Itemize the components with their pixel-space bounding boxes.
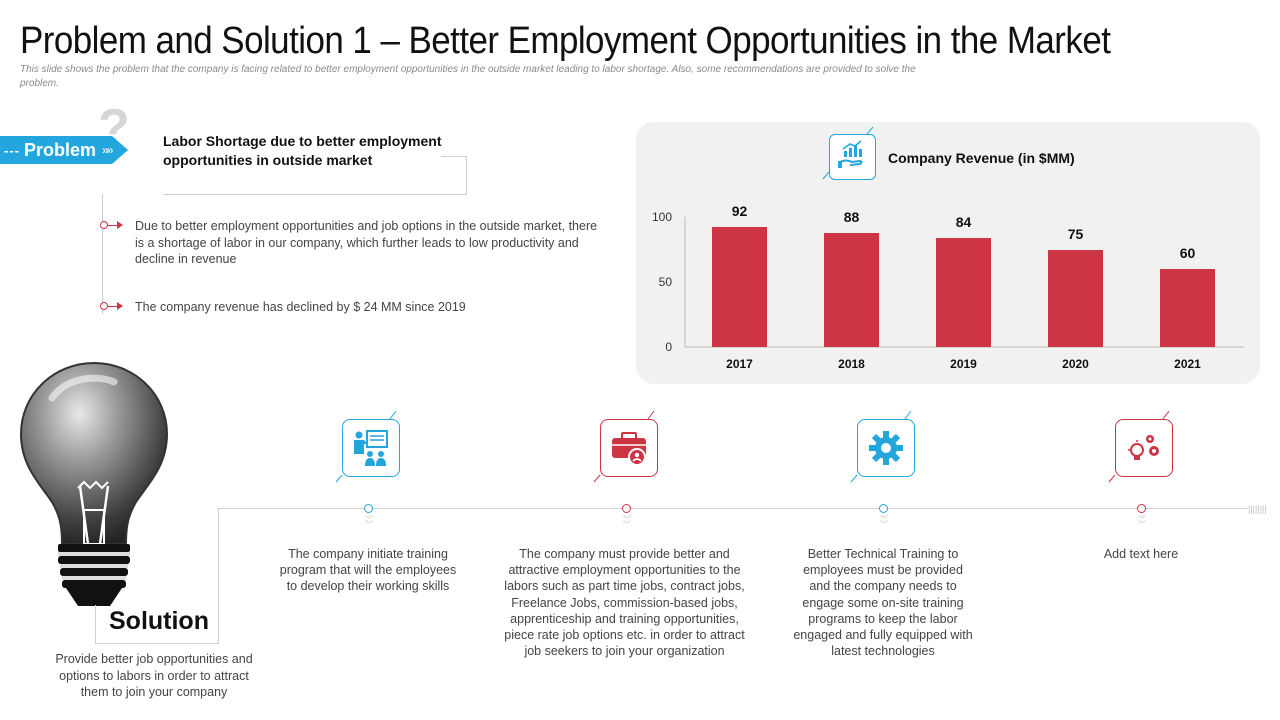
problem-tab: --- Problem »» [0,136,128,164]
y-tick-label: 100 [651,210,672,224]
solution-title: Solution [109,607,209,635]
timeline-dot [364,504,373,513]
timeline-dot [1137,504,1146,513]
accent-line [850,474,858,483]
gear-icon [857,419,915,477]
step-1-text: The company initiate training program th… [279,547,457,594]
briefcase-person-icon [600,419,658,477]
bar-value-label: 92 [731,203,748,220]
accent-line [904,410,912,420]
step-2-text: The company must provide better and attr… [504,547,745,659]
bar-value-label: 88 [843,208,860,225]
timeline-end-marks: |||||||| [1248,504,1267,514]
chevron-down-icon: ︾ ︾ [365,515,373,529]
bulb-gears-icon [1115,419,1173,477]
chevron-down-icon: ︾ ︾ [880,515,888,529]
accent-line [647,410,655,420]
accent-line [1162,410,1170,420]
problem-heading: Labor Shortage due to better employment … [163,133,442,168]
timeline-dot [879,504,888,513]
chart-title: Company Revenue (in $MM) [888,150,1075,166]
accent-line [389,410,397,420]
problem-bullet-1: Due to better employment opportunities a… [135,219,598,266]
divider [466,156,467,195]
bar-value-label: 75 [1067,225,1084,242]
bar-2017 [712,227,767,347]
page-title: Problem and Solution 1 – Better Employme… [20,20,1111,62]
timeline-line [218,508,1248,509]
chevron-down-icon: ︾ ︾ [1138,515,1146,529]
bullet-arrow-icon [100,300,128,312]
training-presentation-icon [342,419,400,477]
x-tick-label: 2020 [1062,357,1089,371]
x-tick-label: 2018 [838,357,865,371]
y-tick-label: 0 [665,340,672,354]
chevron-right-icon: »» [102,143,113,157]
revenue-growth-icon [829,134,876,180]
bar-2019 [936,237,991,347]
page-subtitle: This slide shows the problem that the co… [20,64,916,89]
chevron-down-icon: ︾ ︾ [623,515,631,529]
accent-line [1108,474,1116,483]
divider [441,156,467,157]
x-tick-label: 2017 [726,357,753,371]
y-tick-label: 50 [658,275,672,289]
step-4-text: Add text here [1103,547,1179,561]
x-tick-label: 2019 [950,357,977,371]
problem-label: Problem [24,139,97,160]
timeline-dot [622,504,631,513]
bar-value-label: 84 [955,213,972,230]
bullet-arrow-icon [100,219,128,231]
x-tick-label: 2021 [1174,357,1201,371]
divider [95,643,219,644]
bar-value-label: 60 [1179,245,1196,261]
step-3-text: Better Technical Training to employees m… [793,547,973,659]
divider [102,194,103,314]
dash-decoration: --- [4,142,20,158]
light-bulb-icon [19,361,169,606]
accent-line [593,474,601,483]
accent-line [335,474,343,483]
problem-bullet-2: The company revenue has declined by $ 24… [135,300,466,314]
bar-2020 [1048,249,1103,347]
divider [163,194,467,195]
timeline-connector [218,508,219,644]
bar-2021 [1160,269,1215,347]
bar-2018 [824,232,879,347]
solution-description: Provide better job opportunities and opt… [55,652,253,699]
divider [95,605,96,644]
